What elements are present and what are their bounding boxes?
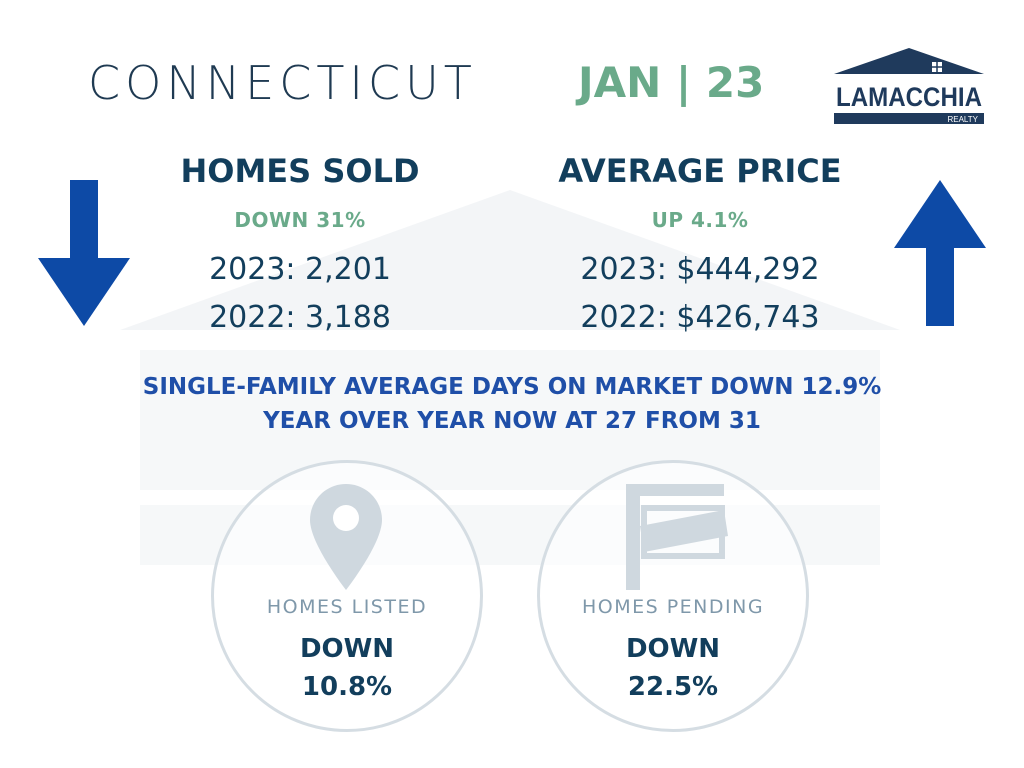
homes-pending-value: 22.5%	[627, 672, 719, 702]
homes-listed-value: 10.8%	[301, 672, 393, 702]
homes-listed-circle	[211, 460, 483, 732]
homes-listed-direction: DOWN	[299, 634, 395, 664]
days-on-market-line-2: YEAR OVER YEAR NOW AT 27 FROM 31	[263, 408, 761, 434]
average-price-heading: AVERAGE PRICE	[558, 152, 842, 190]
logo-name: LAMACCHIA	[836, 82, 982, 112]
arrow-down-icon	[38, 180, 130, 326]
homes-listed-label: HOMES LISTED	[266, 596, 428, 618]
arrow-up-icon	[894, 180, 986, 326]
homes-pending-label: HOMES PENDING	[581, 596, 765, 618]
homes-sold-heading: HOMES SOLD	[180, 152, 420, 190]
homes-sold-2023: 2023: 2,201	[209, 252, 391, 287]
average-price-change: UP 4.1%	[651, 208, 749, 232]
average-price-2023: 2023: $444,292	[580, 252, 820, 287]
logo-subtitle: REALTY	[947, 115, 978, 124]
average-price-2022: 2022: $426,743	[580, 300, 820, 335]
company-logo: LAMACCHIA REALTY	[834, 48, 984, 124]
map-pin-icon	[310, 484, 382, 590]
homes-sold-change: DOWN 31%	[234, 208, 366, 232]
days-on-market-note: SINGLE-FAMILY AVERAGE DAYS ON MARKET DOW…	[60, 370, 964, 438]
state-name: CONNECTICUT	[88, 56, 477, 110]
homes-pending-direction: DOWN	[625, 634, 721, 664]
homes-sold-2022: 2022: 3,188	[209, 300, 391, 335]
report-period: JAN | 23	[578, 58, 765, 107]
days-on-market-line-1: SINGLE-FAMILY AVERAGE DAYS ON MARKET DOW…	[142, 374, 882, 400]
for-sale-sign-icon	[626, 484, 728, 590]
